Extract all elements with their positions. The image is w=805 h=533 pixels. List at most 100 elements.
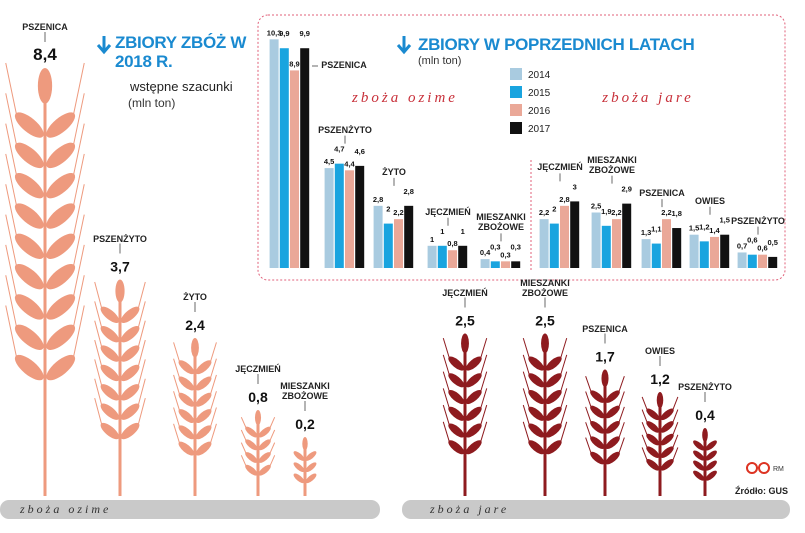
inset-unit: (mln ton) <box>418 55 462 67</box>
grain <box>293 462 305 472</box>
category-label: MIESZANKI ZBOŻOWE <box>476 212 526 233</box>
bar <box>324 168 334 268</box>
grain <box>545 373 562 388</box>
category-label: JĘCZMIEŃ <box>537 162 583 173</box>
grain <box>448 373 465 388</box>
bar <box>570 201 580 268</box>
legend-swatch <box>510 104 522 116</box>
grain <box>605 390 620 403</box>
value-label: 1,5 <box>719 216 729 225</box>
awn <box>269 416 276 428</box>
grain <box>178 360 195 375</box>
source: Źródło: GUS <box>735 486 788 496</box>
grain <box>590 405 605 419</box>
awn <box>480 421 488 442</box>
awn <box>560 388 568 408</box>
awn <box>137 398 146 425</box>
awn <box>560 421 568 442</box>
logo <box>758 462 770 474</box>
awn <box>73 62 85 115</box>
awn <box>73 184 85 236</box>
grain <box>605 436 620 449</box>
awn <box>173 374 180 395</box>
value-label: 2,5 <box>591 202 601 211</box>
awn <box>641 434 648 448</box>
wheat-ear <box>693 428 717 496</box>
legend-label: 2014 <box>528 70 551 81</box>
grain <box>448 356 465 371</box>
grain <box>545 423 562 438</box>
value-label: 0,8 <box>447 239 457 248</box>
grain <box>590 436 605 449</box>
value-label: 1 <box>430 235 434 244</box>
value-label: 1,1 <box>651 225 661 234</box>
grain <box>646 433 660 446</box>
awn <box>442 371 450 392</box>
value-label: 4,5 <box>324 157 334 166</box>
grain <box>545 389 562 405</box>
category-label: PSZENICA <box>22 22 68 32</box>
value-label: 1 <box>440 227 444 236</box>
awn <box>94 359 103 386</box>
value-label: 2,5 <box>455 313 475 329</box>
awn <box>5 153 17 206</box>
grain <box>245 464 258 476</box>
grain <box>120 384 140 401</box>
awn <box>5 93 17 145</box>
stem <box>43 89 47 497</box>
grain <box>191 338 199 358</box>
stem <box>603 380 607 496</box>
value-label: 0,6 <box>757 244 767 253</box>
credit: RM <box>773 466 784 473</box>
category-label: OWIES <box>644 346 676 356</box>
bar <box>612 219 621 268</box>
value-label: 0,7 <box>737 241 747 250</box>
awn <box>560 354 568 375</box>
grain <box>195 392 212 407</box>
grain <box>605 405 620 419</box>
inset-group-label: zboża ozime <box>351 90 458 106</box>
value-label: 2,9 <box>621 185 631 194</box>
grain <box>46 294 76 320</box>
value-label: 0,4 <box>695 407 715 423</box>
grain <box>14 203 44 229</box>
awn <box>73 123 85 176</box>
awn <box>137 378 146 405</box>
grain <box>465 389 482 405</box>
stem <box>193 349 197 496</box>
grain <box>14 172 44 199</box>
awn <box>641 422 648 435</box>
grain <box>528 356 545 371</box>
value-label: 2,4 <box>185 317 205 333</box>
grain <box>100 326 120 343</box>
grain <box>461 333 469 354</box>
grain <box>528 389 545 405</box>
grain <box>46 263 76 290</box>
awn <box>94 339 103 367</box>
awn <box>522 421 530 442</box>
value-label: 1,8 <box>671 209 681 218</box>
grain <box>302 437 308 451</box>
bar <box>448 250 457 268</box>
grain <box>258 452 271 463</box>
awn <box>618 391 625 407</box>
grain <box>254 410 262 426</box>
bar <box>622 203 632 268</box>
stem <box>256 419 260 496</box>
awn <box>173 358 180 378</box>
value-label: 4,7 <box>334 145 344 154</box>
bar <box>501 261 510 268</box>
grain <box>660 421 674 433</box>
awn <box>522 354 530 375</box>
grain <box>528 440 545 455</box>
grain <box>646 446 660 458</box>
value-label: 3,7 <box>110 259 130 275</box>
awn <box>480 404 488 425</box>
stem <box>118 293 122 496</box>
awn <box>73 93 85 145</box>
grain <box>448 389 465 405</box>
value-label: 1,4 <box>709 226 720 235</box>
wheat-ear <box>442 333 488 496</box>
grain <box>465 373 482 388</box>
value-label: 3 <box>573 182 577 191</box>
